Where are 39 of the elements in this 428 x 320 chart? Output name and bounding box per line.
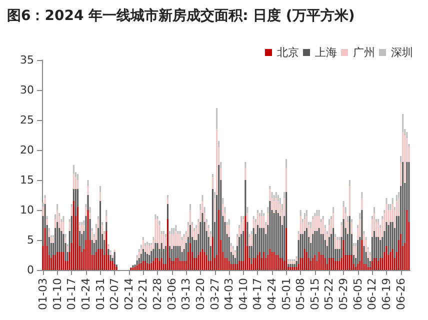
x-tick-label: 05-15 — [308, 278, 322, 310]
y-tick-label: 15 — [20, 174, 34, 186]
x-tick-label: 01-31 — [94, 278, 107, 310]
legend-label: 上海 — [315, 46, 337, 59]
x-tick-label: 04-17 — [251, 278, 264, 310]
x-tick-label: 05-01 — [280, 278, 293, 310]
y-tick-label: 25 — [20, 114, 34, 126]
x-tick-label: 06-05 — [351, 278, 364, 310]
x-tick-label: 03-20 — [194, 278, 207, 310]
y-tick-label: 5 — [27, 234, 34, 246]
x-tick-label: 02-21 — [136, 278, 150, 310]
x-tick-label: 01-10 — [50, 278, 64, 310]
y-tick-label: 30 — [20, 84, 34, 96]
x-tick-label: 04-24 — [266, 278, 278, 310]
x-tick-label: 03-27 — [208, 278, 222, 310]
x-tick-label: 04-03 — [222, 278, 236, 310]
x-tick-label: 03-06 — [165, 278, 178, 310]
x-tick-label: 06-19 — [380, 278, 393, 310]
x-tick-label: 02-07 — [108, 278, 122, 310]
x-tick-label: 06-26 — [394, 278, 408, 310]
y-tick-label: 35 — [20, 54, 34, 66]
x-tick-label: 02-28 — [151, 278, 164, 310]
y-tick-label: 0 — [27, 264, 34, 276]
x-tick-label: 01-17 — [65, 278, 78, 310]
x-tick-label: 03-13 — [180, 278, 193, 310]
legend-label: 北京 — [277, 46, 299, 59]
chart-title: 图6：2024 年一线城市新房成交面积: 日度 (万平方米) — [7, 7, 355, 24]
x-tick-label: 05-29 — [337, 278, 350, 310]
x-tick-label: 04-10 — [236, 278, 250, 310]
x-tick-label: 06-12 — [366, 278, 379, 310]
y-tick-label: 10 — [20, 204, 34, 216]
x-tick-label: 01-24 — [79, 278, 92, 310]
legend-label: 深圳 — [391, 46, 413, 59]
x-tick-label: 02-14 — [122, 278, 136, 310]
x-tick-label: 01-03 — [36, 278, 50, 310]
x-tick-label: 05-08 — [294, 278, 308, 310]
x-tick-label: 05-22 — [322, 278, 336, 310]
legend-label: 广州 — [353, 46, 375, 59]
y-tick-label: 20 — [20, 144, 34, 156]
